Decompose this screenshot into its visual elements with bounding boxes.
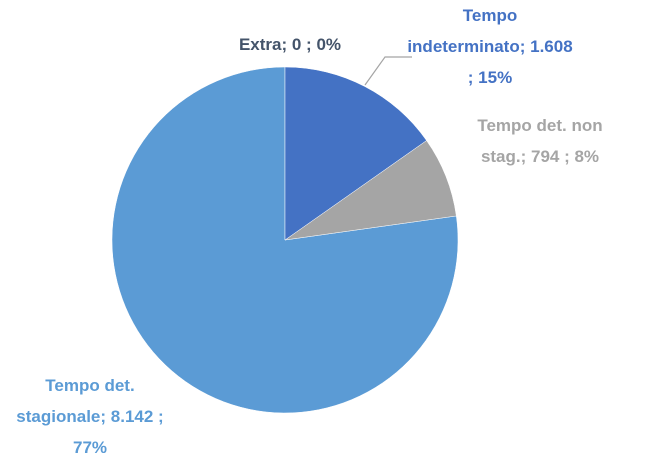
data-label: Tempo det. non stag.; 794 ; 8% — [477, 116, 603, 166]
pie-slice — [284, 66, 427, 241]
data-label: Tempo det. stagionale; 8.142 ; 77% — [16, 376, 164, 457]
data-label: Extra; 0 ; 0% — [238, 35, 342, 54]
data-label: Tempo indeterminato; 1.608 ; 15% — [407, 6, 573, 87]
leader-line — [364, 56, 412, 86]
